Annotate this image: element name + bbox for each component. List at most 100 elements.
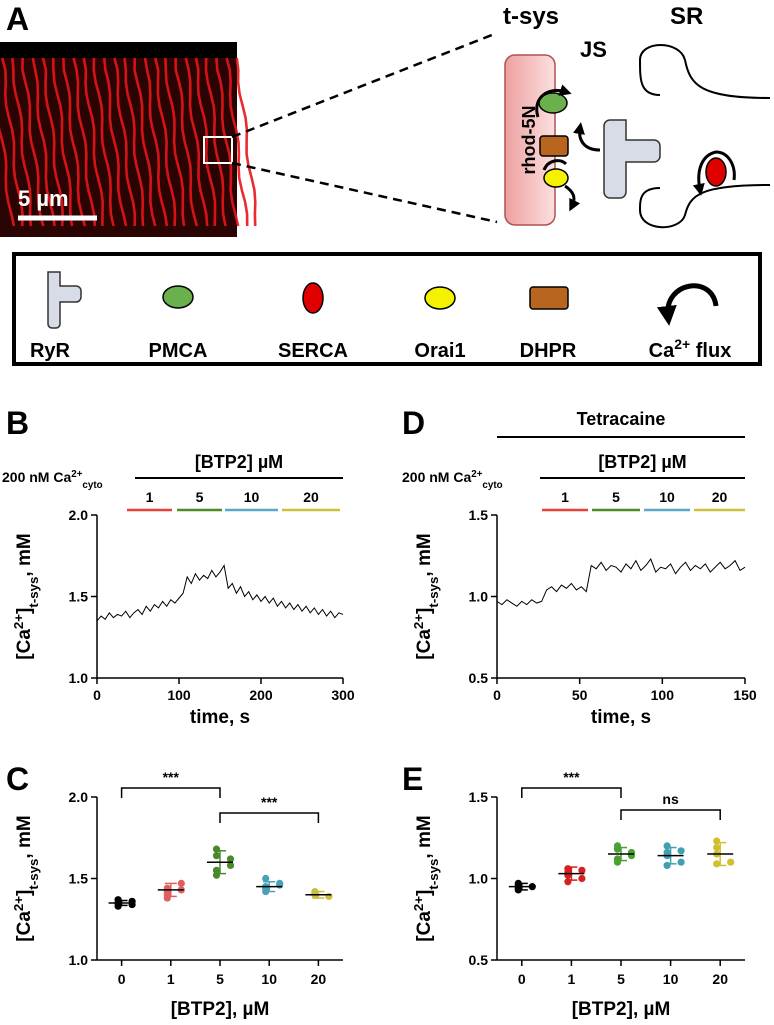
significance-bracket bbox=[521, 787, 622, 798]
legend-pmca bbox=[162, 285, 194, 309]
x-axis-label: [BTP2], µM bbox=[572, 999, 671, 1020]
significance-label: *** bbox=[563, 769, 580, 785]
sr-membrane bbox=[638, 184, 771, 229]
data-point bbox=[311, 887, 319, 896]
significance-bracket bbox=[620, 809, 721, 820]
segment-label: 5 bbox=[612, 489, 620, 505]
data-point bbox=[114, 896, 122, 904]
text-run: [BTP2], µM bbox=[572, 999, 671, 1020]
x-tick-label: 200 bbox=[249, 687, 273, 703]
x-axis-label: [BTP2], µM bbox=[171, 999, 270, 1020]
text-run: 200 nM Ca bbox=[402, 469, 471, 485]
x-tick-label: 0 bbox=[518, 971, 526, 987]
significance-label: *** bbox=[163, 769, 180, 785]
text-run: 2+ bbox=[411, 614, 426, 629]
data-point bbox=[262, 874, 270, 883]
x-tick-label: 5 bbox=[216, 971, 224, 987]
y-tick-label: 2.0 bbox=[69, 507, 89, 523]
text-run: , mM bbox=[414, 815, 435, 858]
text-run: [Ca bbox=[414, 629, 435, 660]
panel-label: C bbox=[6, 761, 29, 797]
text-run: t-sys bbox=[26, 577, 41, 608]
text-run: 2+ bbox=[11, 896, 26, 911]
header-label: [BTP2] µM bbox=[598, 452, 686, 472]
data-point bbox=[663, 861, 671, 870]
segment-label: 5 bbox=[196, 489, 204, 505]
segment-label: 1 bbox=[561, 489, 569, 505]
trace bbox=[496, 557, 746, 607]
x-tick-label: 0 bbox=[93, 687, 101, 703]
legend-orai1 bbox=[424, 286, 456, 310]
text-run: flux bbox=[690, 340, 731, 362]
serca bbox=[705, 157, 727, 187]
striation bbox=[62, 57, 87, 227]
data-point bbox=[163, 887, 171, 896]
data-point bbox=[212, 852, 221, 860]
striation bbox=[82, 57, 105, 227]
text-run: Ca bbox=[649, 340, 675, 362]
significance-bracket bbox=[120, 787, 221, 798]
x-tick-label: 50 bbox=[572, 687, 588, 703]
ryr bbox=[603, 119, 661, 199]
legend-flux bbox=[656, 283, 719, 326]
data-point bbox=[564, 871, 572, 879]
data-point bbox=[613, 858, 622, 866]
text-run: , mM bbox=[414, 533, 435, 576]
data-point bbox=[677, 847, 685, 855]
zoom-line bbox=[231, 161, 498, 224]
legend-label: Orai1 bbox=[414, 340, 465, 362]
data-point bbox=[128, 900, 136, 909]
text-run: ] bbox=[14, 890, 35, 896]
striation bbox=[41, 57, 64, 227]
data-point bbox=[514, 879, 522, 887]
text-run: t-sys bbox=[426, 859, 441, 890]
data-point bbox=[177, 879, 185, 887]
text-run: 2+ bbox=[674, 336, 690, 352]
y-tick-label: 1.0 bbox=[69, 670, 89, 686]
striation bbox=[215, 57, 240, 227]
label-js: JS bbox=[580, 37, 607, 62]
panel-label: E bbox=[402, 761, 423, 797]
data-point bbox=[727, 858, 735, 866]
panel-label: B bbox=[6, 405, 29, 441]
significance-bracket bbox=[219, 812, 320, 823]
y-axis-label: [Ca2+]t-sys, mM bbox=[11, 533, 41, 659]
y-tick-label: 1.5 bbox=[69, 871, 89, 887]
x-axis-label: time, s bbox=[591, 707, 651, 728]
flux-arrow bbox=[692, 150, 736, 196]
striation bbox=[0, 57, 24, 227]
striation bbox=[133, 57, 157, 227]
text-run: , mM bbox=[14, 533, 35, 576]
x-tick-label: 0 bbox=[118, 971, 126, 987]
striation bbox=[113, 57, 137, 227]
x-tick-label: 10 bbox=[261, 971, 277, 987]
orai1 bbox=[543, 168, 569, 188]
striation bbox=[153, 57, 177, 227]
x-tick-label: 1 bbox=[568, 971, 576, 987]
flux-arrow bbox=[564, 184, 581, 212]
data-point bbox=[212, 845, 221, 853]
data-point bbox=[713, 843, 721, 852]
text-run: t-sys bbox=[426, 577, 441, 608]
x-tick-label: 1 bbox=[167, 971, 175, 987]
striation bbox=[31, 57, 56, 227]
data-point bbox=[578, 866, 586, 874]
header-label: [BTP2] µM bbox=[195, 452, 283, 472]
dhpr bbox=[539, 135, 569, 157]
y-tick-label: 2.0 bbox=[69, 789, 89, 805]
legend-serca bbox=[302, 282, 324, 314]
significance-label: *** bbox=[261, 794, 278, 810]
data-point bbox=[325, 892, 333, 901]
data-point bbox=[514, 886, 522, 894]
segment-label: 1 bbox=[146, 489, 154, 505]
text-run: [Ca bbox=[414, 911, 435, 942]
text-run: cyto bbox=[482, 480, 502, 491]
data-point bbox=[578, 874, 586, 883]
text-run: ] bbox=[414, 890, 435, 896]
data-point bbox=[663, 842, 671, 850]
text-run: ] bbox=[14, 608, 35, 614]
flux-arrow bbox=[535, 84, 572, 118]
x-tick-label: 20 bbox=[712, 971, 728, 987]
legend-label: DHPR bbox=[520, 340, 577, 362]
trace bbox=[96, 564, 344, 622]
